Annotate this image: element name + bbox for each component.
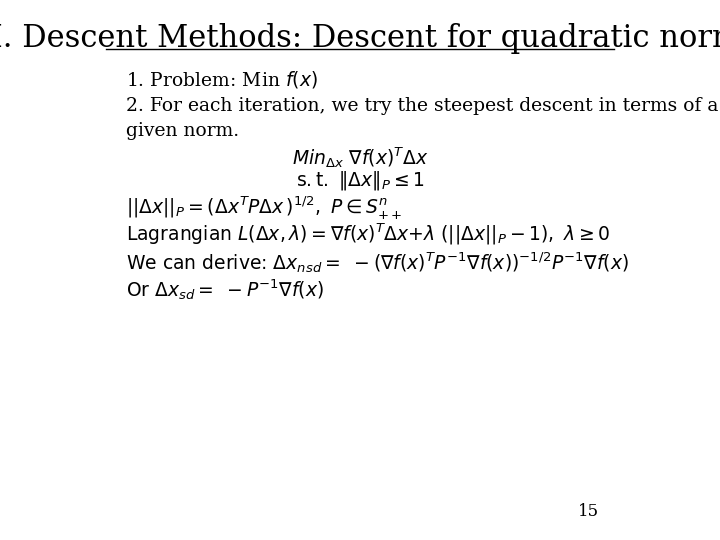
- Text: $\mathit{Min}_{\Delta x}\ \nabla f(x)^T\Delta x$: $\mathit{Min}_{\Delta x}\ \nabla f(x)^T\…: [292, 145, 428, 170]
- Text: $||\Delta x||_P = (\Delta x^T P \Delta x\,)^{1/2},\ P \in S_{++}^n$: $||\Delta x||_P = (\Delta x^T P \Delta x…: [127, 194, 402, 221]
- Text: Lagrangian $L(\Delta x, \lambda) = \nabla f(x)^T\Delta x{+}\lambda\ (||\Delta x|: Lagrangian $L(\Delta x, \lambda) = \nabl…: [127, 221, 611, 247]
- Text: II. Descent Methods: Descent for quadratic norm: II. Descent Methods: Descent for quadrat…: [0, 23, 720, 54]
- Text: $\mathrm{s.t.}\ \|\Delta x\|_P \leq 1$: $\mathrm{s.t.}\ \|\Delta x\|_P \leq 1$: [295, 169, 425, 192]
- Text: 15: 15: [577, 503, 598, 520]
- Text: 2. For each iteration, we try the steepest descent in terms of a: 2. For each iteration, we try the steepe…: [127, 97, 719, 115]
- Text: We can derive: $\Delta x_{nsd}{=}\ -(\nabla f(x)^T P^{-1} \nabla f(x))^{-1/2} P^: We can derive: $\Delta x_{nsd}{=}\ -(\na…: [127, 251, 629, 275]
- Text: Or $\Delta x_{sd}{=}\ -P^{-1}\nabla f(x)$: Or $\Delta x_{sd}{=}\ -P^{-1}\nabla f(x)…: [127, 277, 325, 302]
- Text: given norm.: given norm.: [127, 122, 240, 140]
- Text: 1. Problem: Min $f(x)$: 1. Problem: Min $f(x)$: [127, 69, 318, 90]
